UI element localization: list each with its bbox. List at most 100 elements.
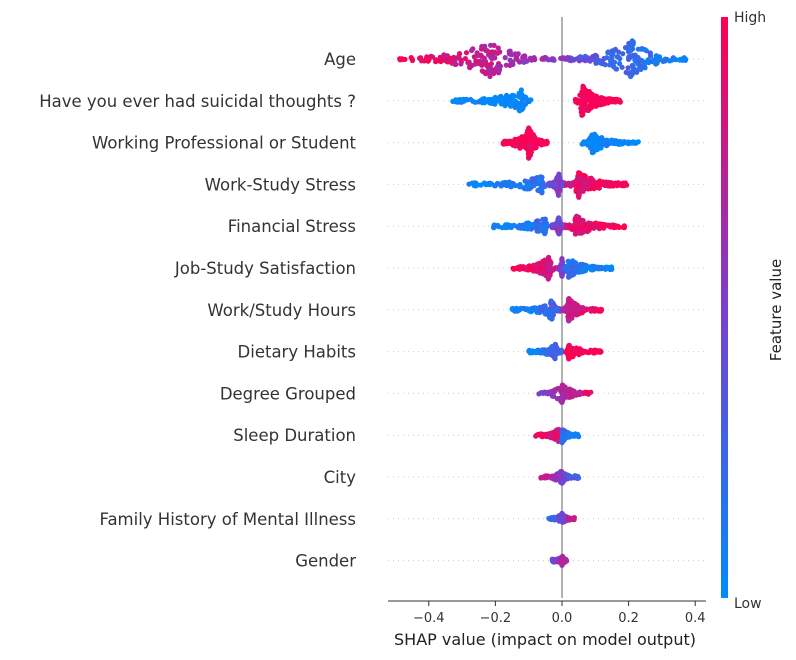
shap-point <box>597 308 603 314</box>
shap-point <box>433 59 439 65</box>
shap-point <box>498 98 504 104</box>
shap-point <box>534 181 540 187</box>
shap-point <box>626 56 632 63</box>
shap-point <box>584 228 591 235</box>
shap-point <box>482 71 489 77</box>
shap-point <box>585 183 591 189</box>
shap-point <box>620 51 626 57</box>
shap-point <box>545 57 551 63</box>
shap-point <box>591 134 597 140</box>
shap-point <box>543 432 550 438</box>
shap-point <box>570 432 577 438</box>
shap-point <box>561 434 567 440</box>
shap-point <box>575 433 581 439</box>
shap-point <box>402 56 408 63</box>
shap-point <box>561 560 567 566</box>
shap-point <box>425 58 431 64</box>
shap-point <box>577 186 583 192</box>
shap-point <box>488 61 494 67</box>
shap-point <box>587 145 594 151</box>
shap-point <box>637 63 643 69</box>
shap-point <box>512 266 518 272</box>
shap-point <box>593 103 599 109</box>
shap-point <box>560 306 566 313</box>
shap-point <box>517 306 523 312</box>
shap-point <box>566 312 572 318</box>
shap-point <box>595 138 601 144</box>
shap-point <box>511 98 517 105</box>
shap-point <box>532 176 538 182</box>
shap-point <box>595 348 601 354</box>
shap-point <box>537 265 544 271</box>
shap-point <box>501 138 507 144</box>
shap-point <box>601 101 607 107</box>
shap-point <box>539 190 545 196</box>
shap-point <box>580 94 586 100</box>
shap-point <box>572 475 578 481</box>
shap-point <box>559 349 565 355</box>
shap-point <box>599 265 605 271</box>
shap-point <box>520 134 526 140</box>
shap-point <box>526 183 532 189</box>
shap-point <box>523 94 529 100</box>
shap-point <box>493 98 499 104</box>
feature-label: Financial Stress <box>228 217 356 236</box>
shap-point <box>613 66 619 72</box>
shap-point <box>533 433 539 439</box>
shap-point <box>558 473 564 479</box>
shap-point <box>560 514 566 520</box>
shap-point <box>634 69 640 75</box>
shap-point <box>630 140 636 146</box>
shap-point <box>488 50 494 56</box>
shap-point <box>549 515 555 521</box>
shap-point <box>465 60 471 66</box>
shap-point <box>616 182 623 188</box>
shap-point <box>582 98 588 104</box>
shap-point <box>482 43 488 49</box>
shap-point <box>511 93 517 99</box>
shap-point <box>565 429 571 436</box>
shap-point <box>462 56 468 62</box>
shap-point <box>566 308 572 314</box>
shap-point <box>615 54 621 60</box>
shap-point <box>559 518 565 524</box>
shap-point <box>524 130 530 136</box>
shap-point <box>572 179 578 185</box>
shap-point <box>555 192 562 198</box>
shap-point <box>467 65 473 71</box>
colorbar <box>721 17 728 598</box>
shap-point <box>605 50 611 56</box>
shap-point <box>616 141 623 147</box>
shap-point <box>553 182 559 188</box>
shap-point <box>548 181 555 188</box>
shap-point <box>574 302 580 308</box>
shap-point <box>620 224 626 230</box>
shap-point <box>555 227 562 233</box>
dots-layer <box>397 38 689 568</box>
shap-point <box>588 267 594 273</box>
shap-point <box>569 264 575 270</box>
shap-point <box>559 399 565 405</box>
shap-point <box>680 56 686 62</box>
shap-point <box>437 54 443 60</box>
shap-point <box>542 347 548 353</box>
shap-point <box>460 96 466 102</box>
shap-point <box>582 87 589 93</box>
shap-point <box>527 55 534 61</box>
shap-point <box>576 181 582 187</box>
shap-point <box>552 388 558 394</box>
shap-point <box>556 188 562 194</box>
shap-point <box>635 54 641 61</box>
shap-point <box>458 61 464 67</box>
shap-point <box>583 390 590 396</box>
feature-label: Age <box>324 50 356 69</box>
shap-point <box>574 213 580 219</box>
shap-point <box>607 265 613 271</box>
shap-point <box>558 55 564 61</box>
shap-point <box>457 51 463 57</box>
shap-point <box>512 136 518 142</box>
shap-point <box>606 179 612 185</box>
shap-point <box>605 141 611 147</box>
shap-point <box>642 65 648 71</box>
